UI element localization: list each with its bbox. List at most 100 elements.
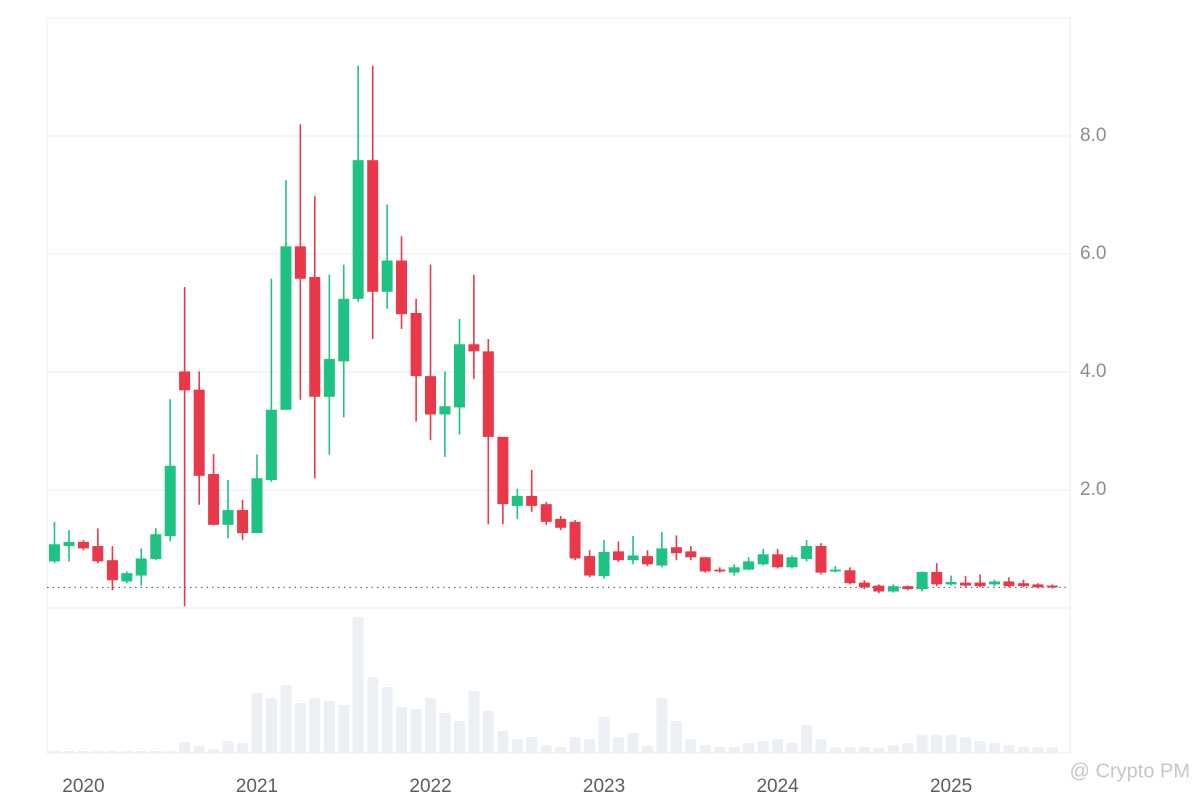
volume-bar (453, 721, 465, 753)
volume-bar (815, 739, 827, 753)
candle-body (1032, 584, 1044, 588)
x-tick-label: 2021 (236, 776, 278, 797)
candle-body (135, 558, 147, 576)
volume-bar (482, 711, 494, 753)
volume-bar (916, 735, 928, 753)
candle-body (612, 551, 624, 561)
volume-bar (410, 709, 422, 753)
y-tick-label: 2.0 (1080, 479, 1106, 500)
x-tick-label: 2024 (756, 776, 799, 797)
volume-bar (439, 713, 451, 753)
candle-body (237, 510, 249, 534)
volume-bar (222, 741, 234, 753)
candle-body (902, 586, 914, 590)
volume-bar (801, 725, 813, 753)
volume-bar (1032, 747, 1044, 753)
volume-bar (887, 745, 899, 753)
candle-body (251, 478, 263, 534)
volume-bar (757, 741, 769, 753)
volume-bar (150, 751, 162, 753)
volume-bar (931, 735, 943, 753)
y-tick-label: 6.0 (1080, 243, 1106, 264)
candle-body (815, 546, 827, 573)
volume-bar (265, 698, 277, 753)
candle-body (482, 351, 494, 437)
x-tick-label: 2020 (62, 776, 104, 797)
volume-bar (974, 741, 986, 753)
candle-body (598, 551, 610, 577)
volume-bar (612, 737, 624, 753)
x-tick-label: 2022 (409, 776, 451, 797)
candle-body (743, 561, 755, 570)
candle-body (801, 546, 813, 560)
candle-body (48, 544, 60, 562)
volume-bar (63, 751, 75, 753)
candle-body (367, 160, 379, 292)
candle-body (670, 547, 682, 554)
volume-bar (396, 707, 408, 753)
x-tick-label: 2025 (930, 776, 972, 797)
volume-bar (237, 743, 249, 753)
volume-bar (381, 687, 393, 753)
volume-bar (656, 698, 668, 753)
candle-body (945, 582, 957, 585)
candle-body (699, 557, 711, 572)
volume-bar (902, 743, 914, 753)
candle-body (989, 581, 1001, 585)
volume-bar (728, 747, 740, 753)
candle-body (858, 582, 870, 588)
candle-body (222, 510, 234, 525)
candle-body (786, 557, 798, 568)
candle-body (974, 582, 986, 587)
candle-body (468, 344, 480, 352)
volume-bar (714, 747, 726, 753)
volume-bar (858, 747, 870, 753)
candle-body (77, 541, 89, 549)
candle-body (121, 573, 133, 582)
candle-body (150, 534, 162, 560)
volume-bar (164, 751, 176, 753)
candle-body (873, 585, 885, 592)
candle-body (931, 572, 943, 585)
candle-body (396, 260, 408, 315)
y-tick-label: 4.0 (1080, 361, 1106, 382)
volume-bar (294, 703, 306, 753)
candle-body (265, 409, 277, 480)
candle-body (714, 569, 726, 572)
volume-bar (251, 693, 263, 753)
candle-body (92, 546, 104, 562)
candle-body (164, 465, 176, 537)
volume-bar (584, 739, 596, 753)
volume-bar (92, 751, 104, 753)
candle-body (323, 359, 335, 397)
volume-bar (135, 751, 147, 753)
candle-body (540, 504, 552, 522)
candle-body (208, 474, 220, 525)
candle-body (555, 518, 567, 528)
volume-bar (468, 691, 480, 753)
volume-bar (338, 705, 350, 753)
candle-body (656, 548, 668, 566)
candle-body (410, 313, 422, 377)
volume-bar (193, 746, 205, 753)
volume-bar (1003, 745, 1015, 753)
volume-bar (540, 745, 552, 753)
candle-body (309, 277, 321, 397)
volume-bar (425, 698, 437, 753)
candle-body (1017, 583, 1029, 587)
candle-body (641, 556, 653, 565)
volume-bar (670, 721, 682, 753)
volume-bar (699, 745, 711, 753)
volume-bar (569, 737, 581, 753)
candle-body (106, 560, 118, 581)
candle-body (439, 406, 451, 415)
volume-bar (772, 739, 784, 753)
volume-bar (1017, 747, 1029, 753)
volume-bar (627, 733, 639, 753)
candle-body (63, 541, 75, 547)
volume-bar (829, 747, 841, 753)
volume-bar (497, 731, 509, 753)
candle-body (1046, 585, 1058, 588)
y-tick-label: 8.0 (1080, 125, 1106, 146)
